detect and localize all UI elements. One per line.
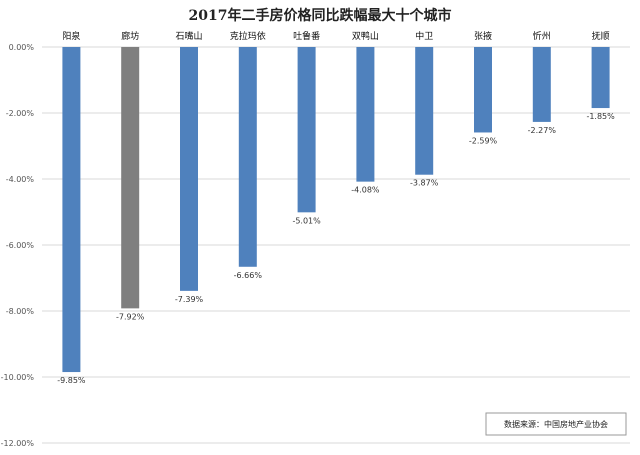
data-label: -1.85%: [586, 112, 615, 121]
category-label: 克拉玛依: [230, 30, 266, 42]
bar: [297, 47, 316, 213]
y-tick-label: 0.00%: [9, 43, 35, 52]
category-label: 张掖: [474, 30, 492, 42]
data-label: -9.85%: [57, 376, 86, 385]
data-label: -3.87%: [410, 179, 439, 188]
data-label: -2.59%: [469, 136, 498, 145]
source-note: 数据来源：中国房地产业协会: [504, 419, 608, 429]
bar: [121, 47, 140, 309]
category-labels: 阳泉 廊坊 石嘴山 克拉玛依 吐鲁番 双鸭山 中卫 张掖 忻州 抚顺: [62, 30, 609, 42]
y-tick-label: -8.00%: [6, 307, 35, 316]
bar: [591, 47, 610, 109]
bars: [62, 47, 610, 373]
data-labels: -9.85% -7.92% -7.39% -6.66% -5.01% -4.08% -3.8…: [57, 112, 615, 385]
data-label: -7.92%: [116, 312, 145, 321]
data-label: -4.08%: [351, 186, 380, 195]
bar: [474, 47, 492, 133]
bar: [62, 47, 81, 373]
category-label: 中卫: [415, 30, 433, 42]
y-tick-label: -10.00%: [1, 373, 35, 382]
bar: [356, 47, 375, 182]
category-label: 石嘴山: [175, 31, 202, 42]
category-label: 阳泉: [62, 30, 80, 42]
gridlines: [42, 46, 630, 444]
bar: [180, 47, 198, 291]
bar: [415, 47, 434, 175]
source-note-box: 数据来源：中国房地产业协会: [485, 412, 627, 436]
category-label: 忻州: [533, 30, 551, 42]
data-label: -5.01%: [292, 216, 321, 225]
data-label: -7.39%: [175, 295, 204, 304]
data-label: -2.27%: [528, 126, 557, 135]
y-tick-label: -4.00%: [6, 175, 35, 184]
category-label: 双鸭山: [352, 30, 379, 42]
bar: [532, 47, 551, 122]
data-label: -6.66%: [234, 271, 263, 280]
y-tick-label: -2.00%: [6, 109, 35, 118]
chart-title: 2017年二手房价格同比跌幅最大十个城市: [189, 7, 452, 24]
y-tick-label: -12.00%: [1, 439, 35, 448]
category-label: 抚顺: [592, 30, 610, 42]
category-label: 廊坊: [121, 30, 139, 42]
y-axis-ticks: 0.00% -2.00% -4.00% -6.00% -8.00% -10.00% -12.…: [1, 43, 35, 448]
y-tick-label: -6.00%: [6, 241, 35, 250]
category-label: 吐鲁番: [293, 30, 320, 42]
bar: [238, 47, 257, 267]
